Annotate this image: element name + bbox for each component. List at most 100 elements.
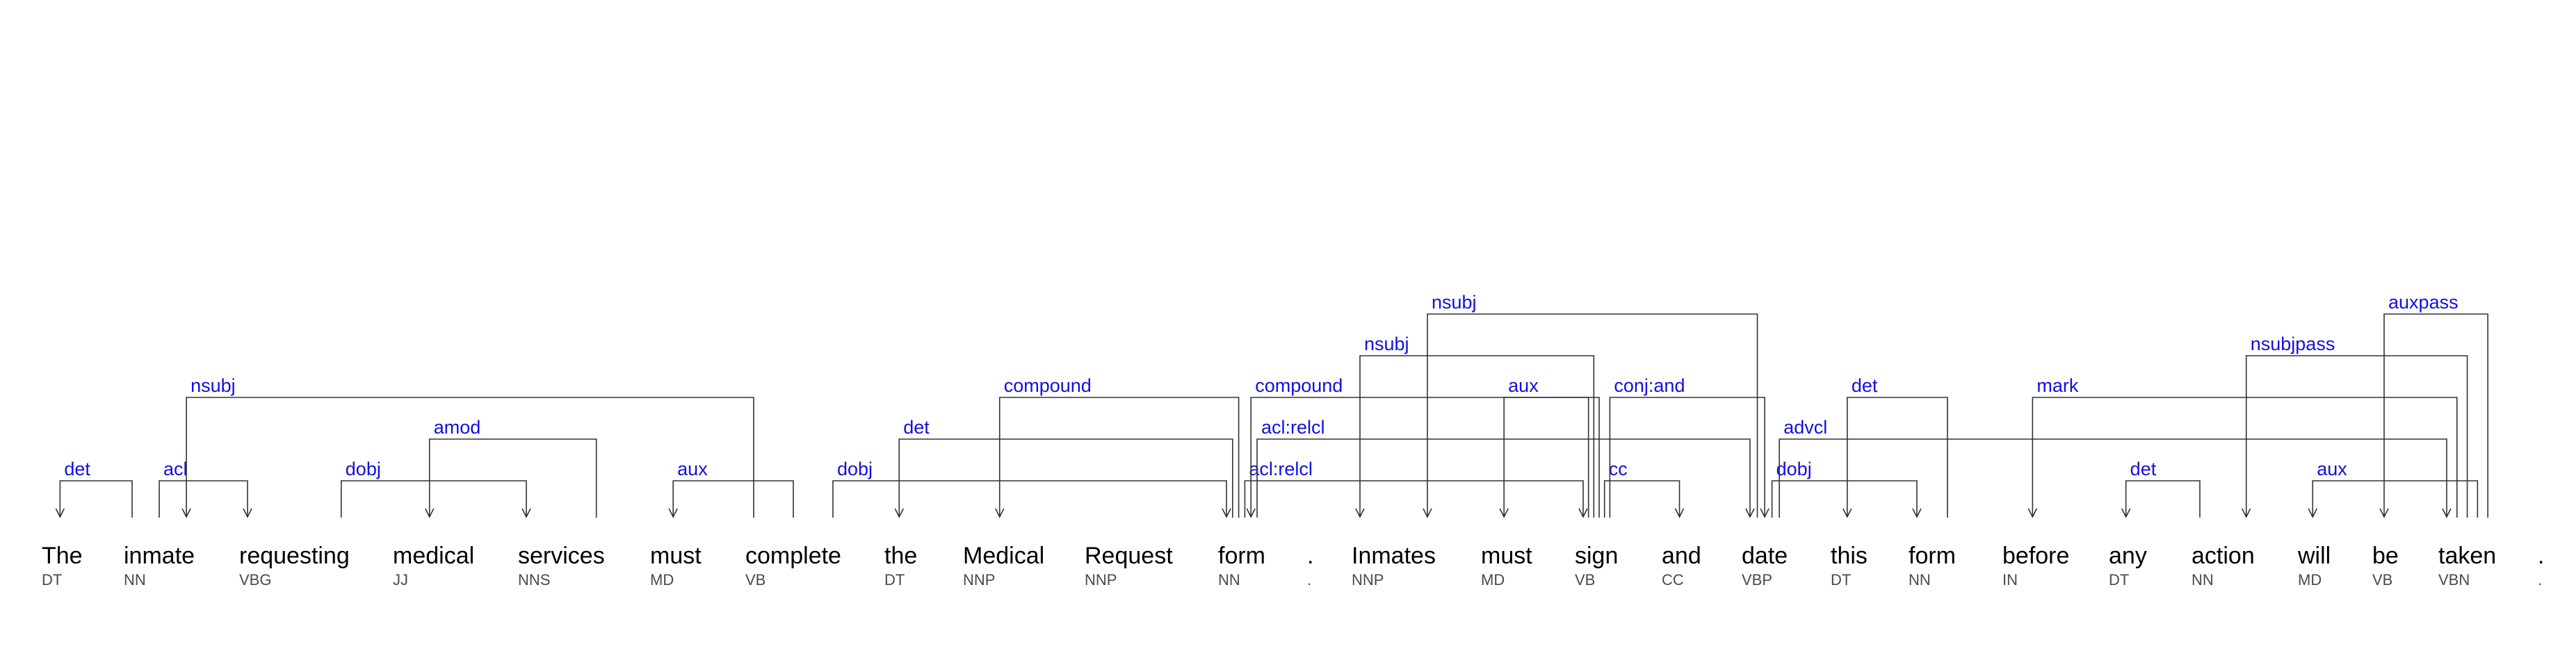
arc-line	[340, 480, 527, 518]
dependency-arc: acl	[159, 459, 252, 518]
token-pos-tag: VBG	[239, 571, 271, 588]
arc-label: dobj	[1776, 459, 1812, 479]
token-word: will	[2297, 543, 2331, 569]
arc-line	[2032, 397, 2458, 518]
arc-label: nsubj	[191, 375, 236, 396]
token-word: be	[2372, 543, 2399, 569]
token-word: requesting	[239, 543, 350, 569]
dependency-arc: conj:and	[1609, 375, 1769, 518]
arrow-head	[1674, 508, 1685, 518]
arrow-head	[2308, 508, 2317, 518]
token-pos-tag: NN	[1218, 571, 1240, 588]
arc-label: nsubjpass	[2251, 334, 2335, 354]
token-word: date	[1742, 543, 1788, 569]
arc-line	[1250, 397, 1589, 518]
token-word: before	[2002, 543, 2069, 569]
token-pos-tag: .	[2538, 571, 2542, 588]
arc-line	[1427, 313, 1758, 518]
dependency-arc: aux	[668, 459, 794, 518]
token-word: services	[518, 543, 605, 569]
arc-line	[186, 397, 754, 518]
arrow-head	[181, 508, 191, 518]
arc-line	[2383, 313, 2488, 518]
token-pos-tag: .	[1307, 571, 1311, 588]
token-word: any	[2109, 543, 2147, 569]
dependency-arc: compound	[1246, 375, 1589, 518]
token-word: Medical	[963, 543, 1044, 569]
arc-label: aux	[677, 459, 708, 479]
arc-label: advcl	[1783, 417, 1827, 438]
arrow-head	[894, 508, 904, 518]
arc-label: cc	[1609, 459, 1628, 479]
arrow-head	[1842, 508, 1852, 518]
arc-line	[1847, 397, 1948, 518]
token-pos-tag: VB	[745, 571, 765, 588]
arc-label: det	[903, 417, 930, 438]
arc-line	[1244, 480, 1584, 518]
token-word: must	[1481, 543, 1532, 569]
token-pos-tag: MD	[2298, 571, 2322, 588]
token-word: sign	[1575, 543, 1618, 569]
arc-label: mark	[2036, 375, 2078, 396]
arc-line	[1609, 397, 1765, 518]
arc-label: det	[1852, 375, 1878, 396]
token-word: this	[1831, 543, 1868, 569]
arrow-head	[1222, 508, 1231, 518]
token-word: medical	[393, 543, 474, 569]
dependency-arc: det	[2121, 459, 2201, 518]
token-word: Inmates	[1352, 543, 1436, 569]
arrow-head	[1423, 508, 1432, 518]
token-pos-tag: DT	[884, 571, 905, 588]
token-pos-tag: VB	[2372, 571, 2392, 588]
token-pos-tag: NNP	[963, 571, 995, 588]
token-word: .	[1307, 543, 1313, 569]
arrow-head	[425, 508, 435, 518]
arrow-head	[55, 508, 65, 518]
token-word: and	[1662, 543, 1701, 569]
arrow-head	[668, 508, 678, 518]
arrow-head	[1760, 508, 1769, 518]
arrow-head	[2242, 508, 2251, 518]
arc-label: dobj	[837, 459, 873, 479]
token-pos-tag: DT	[1831, 571, 1851, 588]
token-pos-tag: CC	[1662, 571, 1684, 588]
token-word: action	[2192, 543, 2255, 569]
token-pos-tag: NNP	[1085, 571, 1117, 588]
dependency-arc: aux	[2308, 459, 2479, 518]
arrow-head	[2027, 508, 2038, 518]
arrow-head	[1745, 508, 1755, 518]
arc-line	[159, 480, 248, 518]
arc-line	[1503, 397, 1600, 518]
arrow-head	[1578, 508, 1588, 518]
arc-line	[672, 480, 794, 518]
arc-label: nsubj	[1364, 334, 1409, 354]
arc-label: nsubj	[1432, 292, 1477, 313]
dependency-arc: compound	[995, 375, 1240, 518]
token-word: form	[1218, 543, 1265, 569]
dependency-arc: nsubjpass	[2242, 334, 2468, 518]
arc-line	[1771, 480, 1918, 518]
dependency-arc: aux	[1499, 375, 1600, 518]
token-pos-tag: MD	[1481, 571, 1505, 588]
arc-label: det	[2130, 459, 2157, 479]
token-pos-tag: VBP	[1742, 571, 1772, 588]
arrow-head	[1912, 508, 1922, 518]
arc-line	[1779, 438, 2447, 518]
arrow-head	[1499, 508, 1509, 518]
token-pos-tag: NNS	[518, 571, 550, 588]
arrow-head	[2121, 508, 2131, 518]
token-pos-tag: DT	[2109, 571, 2129, 588]
token-word: The	[42, 543, 83, 569]
arrow-head	[2442, 508, 2452, 518]
token-word: .	[2538, 543, 2544, 569]
arc-label: aux	[2317, 459, 2347, 479]
dependency-arc: advcl	[1779, 417, 2452, 518]
token-pos-tag: NN	[124, 571, 146, 588]
arc-line	[832, 480, 1227, 518]
token-word: taken	[2438, 543, 2496, 569]
token-pos-tag: NN	[1909, 571, 1931, 588]
arc-label: aux	[1508, 375, 1539, 396]
arc-label: acl	[163, 459, 188, 479]
arrow-head	[243, 508, 252, 518]
token-pos-tag: IN	[2002, 571, 2018, 588]
